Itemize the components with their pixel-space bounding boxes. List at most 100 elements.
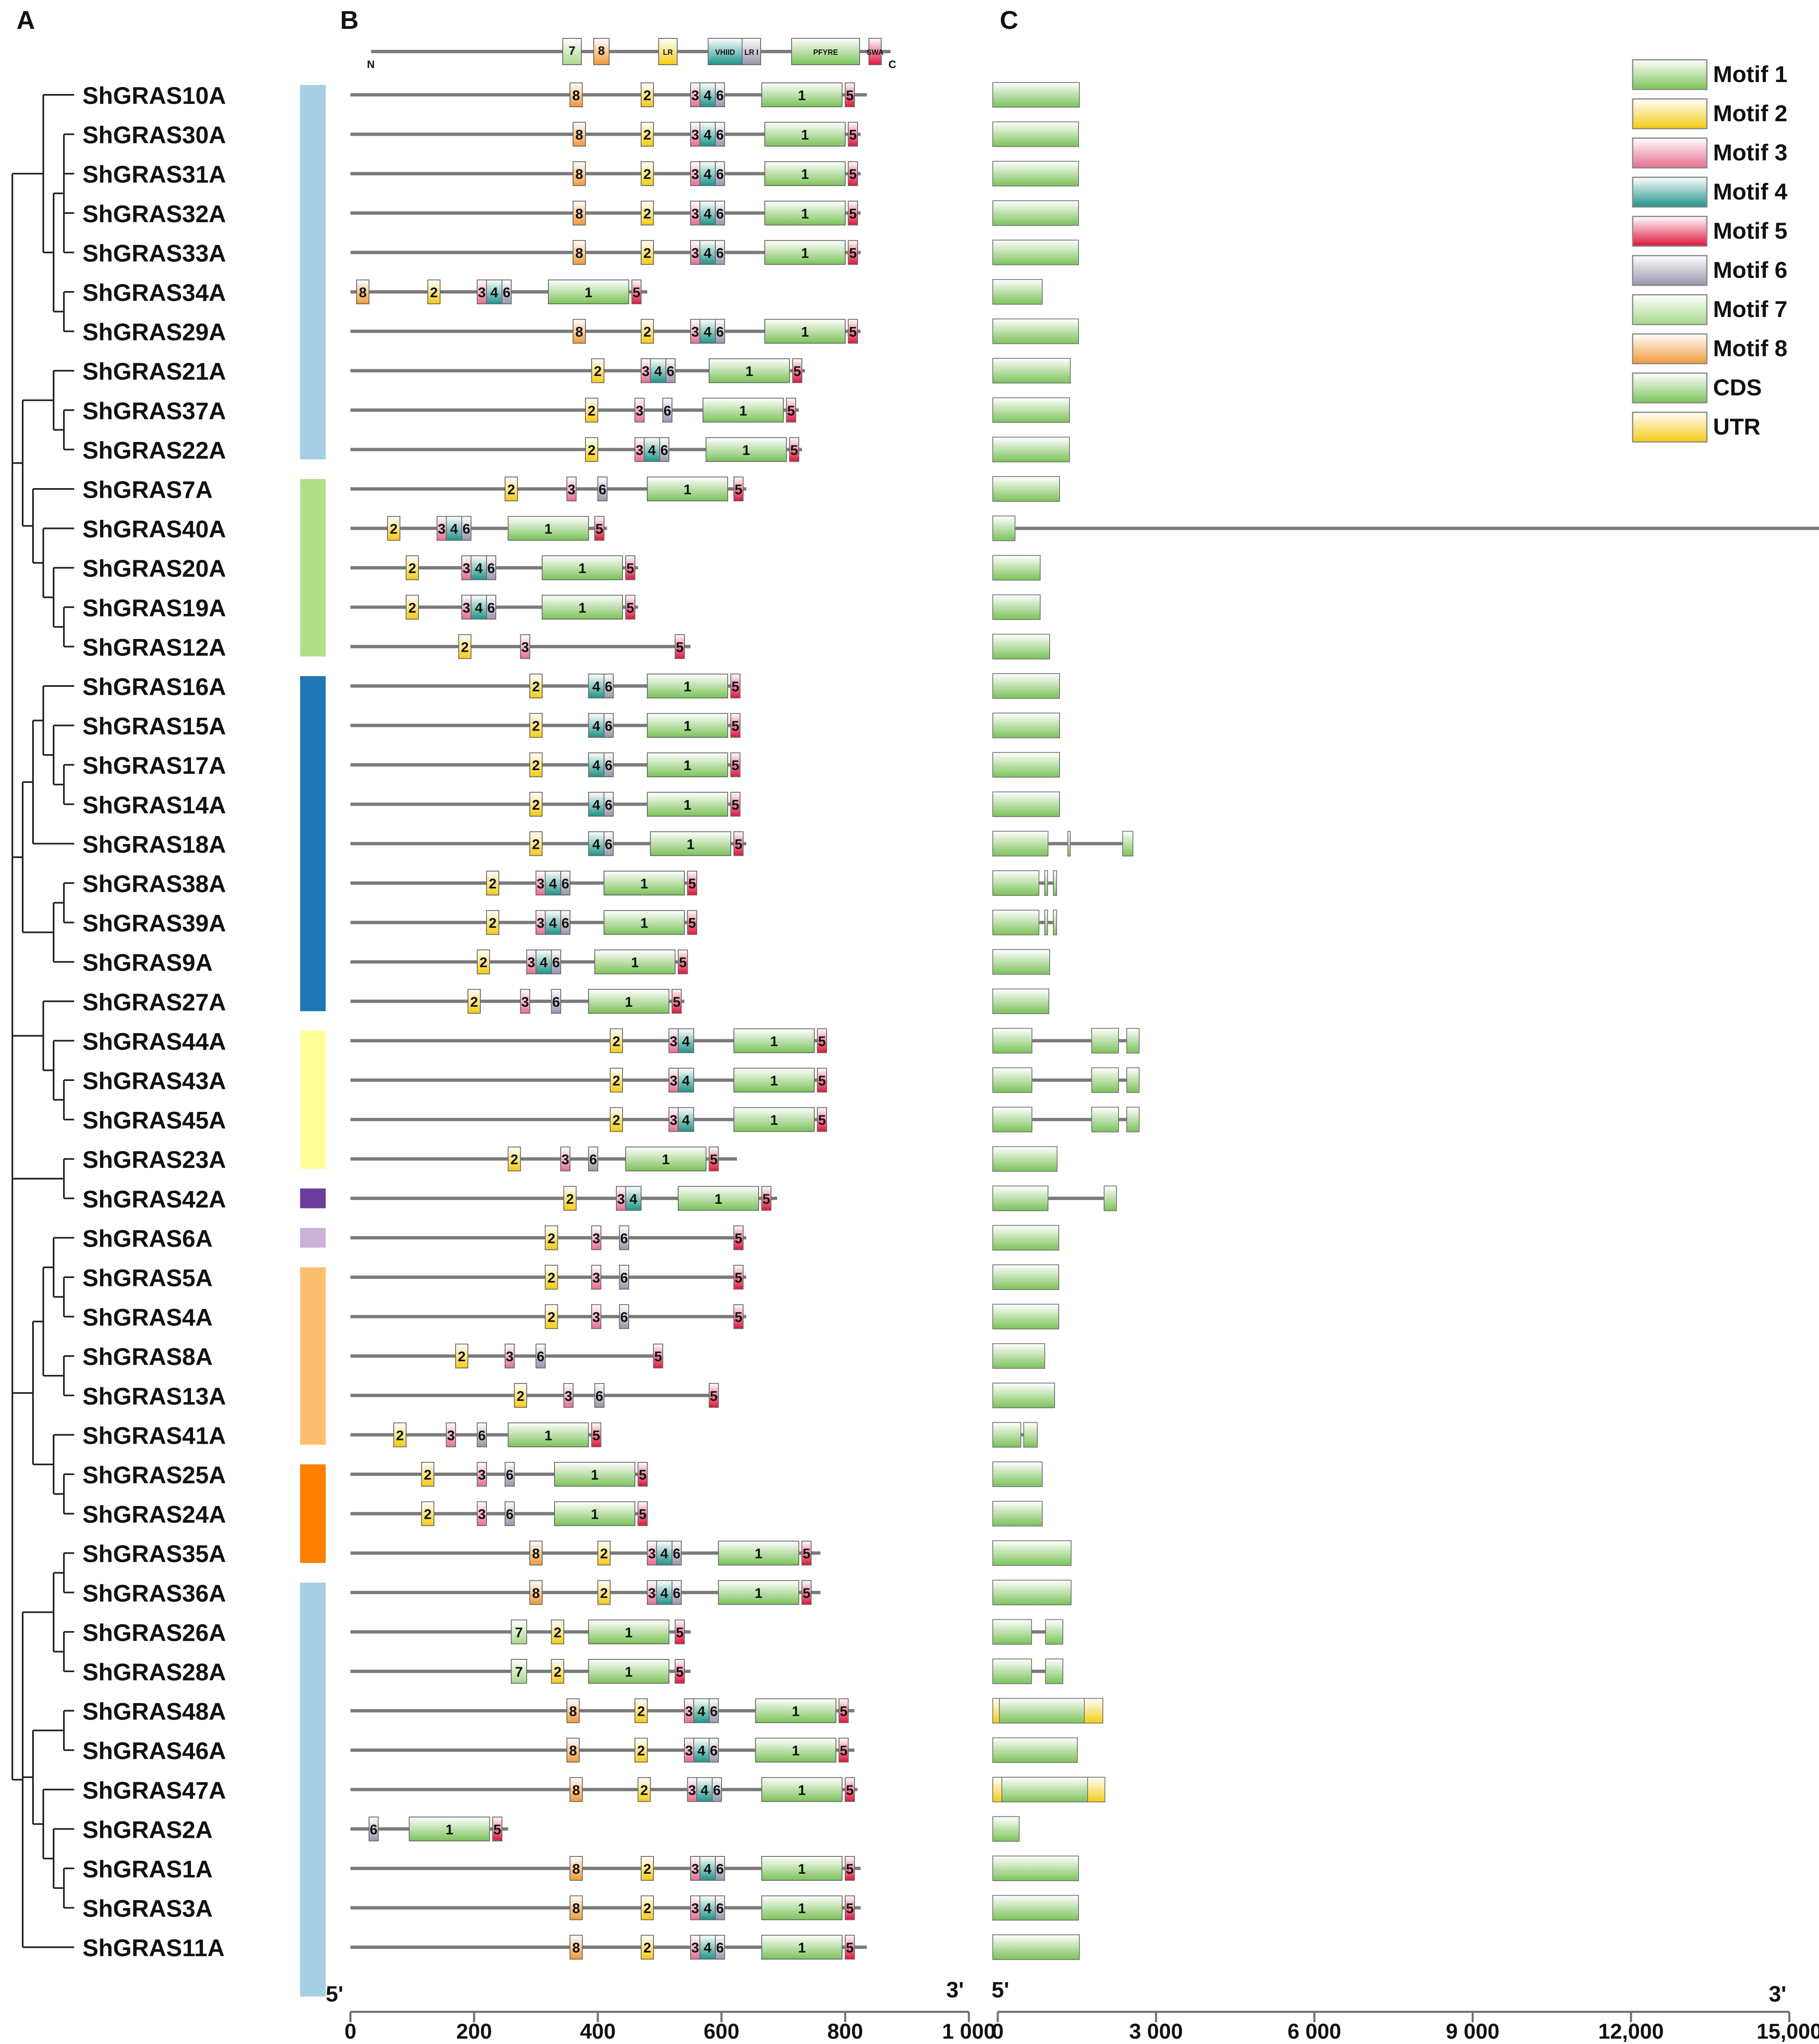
motif-box — [656, 1541, 672, 1566]
motif-number: 1 — [578, 561, 586, 576]
gene-structure-row — [992, 1737, 1078, 1763]
legend-swatch — [1632, 216, 1708, 247]
cds-box — [1044, 870, 1048, 896]
gene-label: ShGRAS3A — [82, 1896, 213, 1922]
motif-number: 2 — [548, 1231, 555, 1246]
motif-number: 6 — [552, 955, 560, 970]
cds-box — [992, 1501, 1043, 1527]
gene-label: ShGRAS28A — [82, 1659, 226, 1686]
motif-number: 8 — [532, 1586, 540, 1601]
motif-box — [588, 831, 604, 856]
motif-row: 6 1 5 — [350, 1816, 508, 1842]
gene-structure-row — [992, 1107, 1140, 1132]
motif-number: 3 — [648, 1586, 656, 1601]
cds-box — [992, 1382, 1055, 1408]
motif-box — [477, 949, 490, 975]
motif-box — [709, 1698, 719, 1723]
motif-box — [554, 1501, 635, 1526]
axis-c-tick-label: 15,000 — [1756, 2020, 1819, 2044]
motif-number: 4 — [540, 955, 548, 970]
motif-number: 6 — [620, 1231, 628, 1246]
cds-box — [1023, 1422, 1038, 1448]
motif-box — [712, 1777, 722, 1802]
motif-box — [505, 1462, 515, 1487]
motif-number: 2 — [644, 206, 651, 222]
motif-number: 8 — [359, 285, 367, 301]
motif-number: 5 — [790, 442, 798, 458]
motif-box — [508, 1147, 521, 1172]
motif-number: 5 — [846, 1901, 854, 1917]
motif-box — [625, 594, 635, 620]
motif-box — [529, 1541, 543, 1566]
motif-number: 1 — [684, 719, 691, 734]
group-bar — [300, 1464, 326, 1563]
motif-number: 5 — [849, 206, 857, 222]
motif-box — [641, 1895, 654, 1920]
gene-structure-row — [992, 1382, 1055, 1408]
motif-number: 5 — [673, 994, 681, 1010]
motif-box — [409, 1816, 490, 1842]
motif-box — [387, 516, 400, 541]
gene-label: ShGRAS41A — [82, 1422, 226, 1449]
motif-box — [573, 161, 586, 186]
gene-structure-row — [992, 318, 1079, 344]
utr-box — [1087, 1776, 1105, 1802]
motif-box — [492, 1816, 503, 1842]
cds-box — [992, 1107, 1032, 1132]
motif-number: 6 — [605, 797, 613, 813]
motif-box — [588, 989, 670, 1014]
motif-number: 3 — [670, 1113, 677, 1128]
motif-number: 2 — [510, 1152, 518, 1168]
gene-label: ShGRAS16A — [82, 674, 226, 700]
motif-box — [848, 122, 858, 147]
motif-number: 3 — [478, 285, 486, 301]
cds-box — [1053, 909, 1057, 935]
motif-box — [604, 871, 685, 895]
motif-box — [733, 477, 744, 501]
motif-number: 3 — [592, 1270, 600, 1286]
motif-box — [637, 1777, 651, 1802]
cds-box — [992, 1225, 1059, 1251]
motif-number: 3 — [685, 1704, 693, 1720]
motif-box — [566, 477, 577, 501]
motif-box — [588, 752, 604, 778]
motif-number: 8 — [572, 88, 580, 103]
motif-box — [715, 1856, 725, 1881]
motif-number: 2 — [644, 1901, 651, 1917]
motif-number: 2 — [644, 1940, 651, 1956]
motif-number: 4 — [549, 876, 557, 892]
motif-number: 6 — [487, 561, 495, 576]
gene-structure-row — [992, 1461, 1043, 1487]
axis-b-tick-label: 200 — [456, 2020, 492, 2044]
motif-box — [573, 122, 586, 147]
motif-box — [468, 989, 481, 1014]
gene-structure-row — [992, 397, 1070, 423]
cds-box — [992, 1856, 1079, 1881]
motif-number: 2 — [508, 482, 515, 498]
motif-number: 1 — [625, 1625, 633, 1640]
motif-box — [594, 1383, 604, 1408]
motif-row: 2 3 6 5 — [350, 1265, 746, 1290]
gene-label: ShGRAS20A — [82, 555, 226, 582]
motif-number: 2 — [489, 876, 497, 892]
motif-box — [709, 1738, 719, 1763]
motif-box — [635, 1698, 648, 1723]
cds-box — [992, 515, 1015, 541]
gene-label: ShGRAS40A — [82, 516, 226, 543]
motif-number: 2 — [532, 679, 540, 695]
motif-number: 2 — [424, 1507, 432, 1522]
gene-structure-row — [992, 279, 1043, 305]
gene-label: ShGRAS37A — [82, 398, 226, 425]
motif-box — [693, 1738, 710, 1763]
motif-box — [560, 910, 571, 935]
motif-number: 3 — [537, 876, 545, 892]
cds-box — [992, 1737, 1078, 1763]
motif-box — [486, 594, 496, 620]
axis-c-tick-label: 3 000 — [1129, 2020, 1183, 2044]
n-terminus: N — [367, 58, 375, 70]
motif-number: 1 — [640, 876, 648, 892]
cds-box — [1122, 831, 1133, 857]
